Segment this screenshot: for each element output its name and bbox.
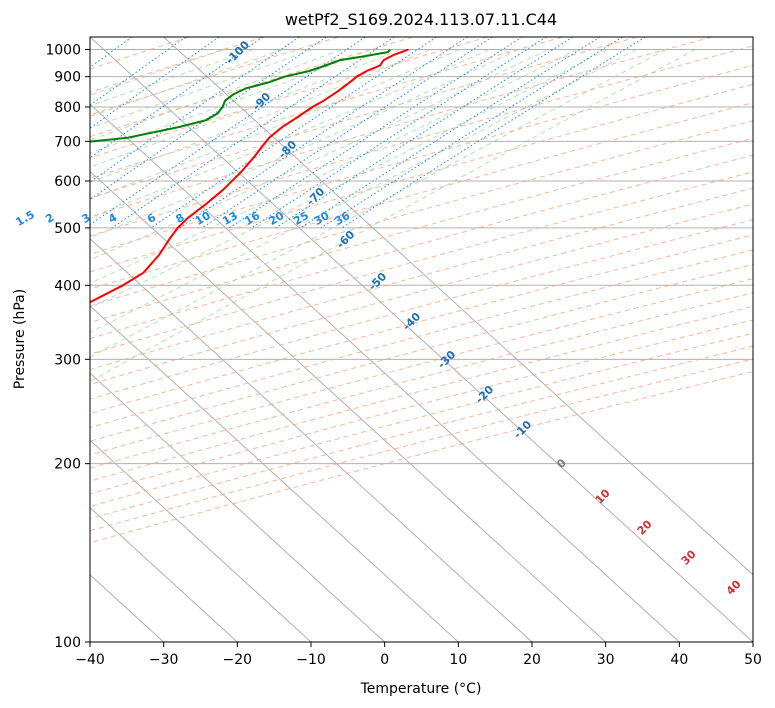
mixing-ratio-line bbox=[150, 37, 437, 229]
x-tick-label: 10 bbox=[449, 652, 467, 668]
x-tick-label: 30 bbox=[597, 652, 615, 668]
y-tick-label: 300 bbox=[54, 352, 81, 368]
moist-adiabat-line bbox=[90, 49, 578, 284]
moist-adiabat-line bbox=[90, 49, 254, 107]
moist-adiabat-line bbox=[90, 49, 342, 141]
isotherm-line bbox=[163, 37, 753, 576]
dry-adiabat-line bbox=[90, 278, 753, 456]
x-tick-label: 50 bbox=[744, 652, 762, 668]
y-tick-label: 100 bbox=[54, 635, 81, 651]
y-tick-label: 600 bbox=[54, 174, 81, 190]
isotherm-line bbox=[90, 439, 312, 642]
moist-adiabat-line bbox=[90, 49, 372, 154]
moist-adiabat-line bbox=[90, 49, 490, 219]
dewpoint-line bbox=[90, 48, 391, 143]
y-axis-label: Pressure (hPa) bbox=[12, 289, 28, 389]
x-tick-label: 0 bbox=[380, 652, 389, 668]
mixing-ratio-line bbox=[90, 37, 327, 201]
x-tick-label: −40 bbox=[75, 652, 105, 668]
x-axis-ticks: −40 −30 −20 −10 0 10 20 30 40 50 bbox=[75, 642, 762, 668]
dry-adiabat-line bbox=[90, 171, 753, 355]
y-tick-label: 800 bbox=[54, 100, 81, 116]
dry-adiabat-line bbox=[90, 371, 753, 544]
moist-adiabat-line bbox=[90, 49, 607, 309]
y-tick-label: 500 bbox=[54, 221, 81, 237]
isotherm-line bbox=[90, 170, 607, 642]
dry-adiabat-line bbox=[90, 319, 753, 495]
moist-adiabat-line bbox=[90, 49, 548, 261]
chart-title: wetPf2_S169.2024.113.07.11.C44 bbox=[285, 10, 557, 30]
mixing-ratio-line bbox=[275, 37, 574, 229]
y-tick-label: 1000 bbox=[45, 43, 81, 59]
mixing-ratio-line bbox=[341, 37, 646, 229]
x-tick-label: −30 bbox=[149, 652, 179, 668]
dry-adiabat-line bbox=[90, 219, 753, 400]
y-tick-label: 700 bbox=[54, 134, 81, 150]
y-tick-label: 200 bbox=[54, 457, 81, 473]
isotherm-line bbox=[90, 372, 386, 642]
moist-adiabat-line bbox=[90, 49, 666, 358]
dry-adiabat-line bbox=[90, 64, 753, 255]
dry-adiabat-line bbox=[90, 234, 753, 414]
temperature-line bbox=[90, 48, 409, 304]
moist-adiabat-line bbox=[90, 49, 519, 239]
x-axis-label: Temperature (°C) bbox=[360, 681, 482, 697]
mixing-ratio-line bbox=[251, 37, 547, 229]
dry-adiabat-line bbox=[90, 263, 753, 442]
mixing-ratio-line bbox=[300, 37, 601, 229]
moist-adiabat-line bbox=[90, 49, 283, 117]
y-tick-label: 400 bbox=[54, 278, 81, 294]
isotherm-line bbox=[90, 506, 238, 642]
isotherm-line bbox=[90, 305, 459, 642]
isotherm-line bbox=[90, 37, 753, 642]
x-tick-label: −20 bbox=[223, 652, 253, 668]
isotherm-line bbox=[90, 237, 533, 642]
plot-frame bbox=[89, 36, 754, 643]
dry-adiabat-line bbox=[90, 37, 712, 218]
x-tick-label: −10 bbox=[296, 652, 326, 668]
moist-adiabat-line bbox=[90, 49, 224, 96]
x-tick-label: 40 bbox=[670, 652, 688, 668]
x-tick-label: 20 bbox=[523, 652, 541, 668]
sounding-lines bbox=[90, 48, 409, 304]
dry-adiabat-line bbox=[90, 187, 753, 371]
moist-adiabat-line bbox=[90, 49, 430, 183]
y-axis-ticks: 100 200 300 400 500 600 700 800 900 1000 bbox=[45, 43, 90, 651]
y-tick-label: 900 bbox=[54, 70, 81, 86]
mixing-ratio-line bbox=[179, 37, 468, 229]
mixing-ratio-line bbox=[90, 37, 300, 183]
dry-adiabat-line bbox=[90, 45, 753, 237]
mixing-ratio-line bbox=[111, 37, 395, 229]
